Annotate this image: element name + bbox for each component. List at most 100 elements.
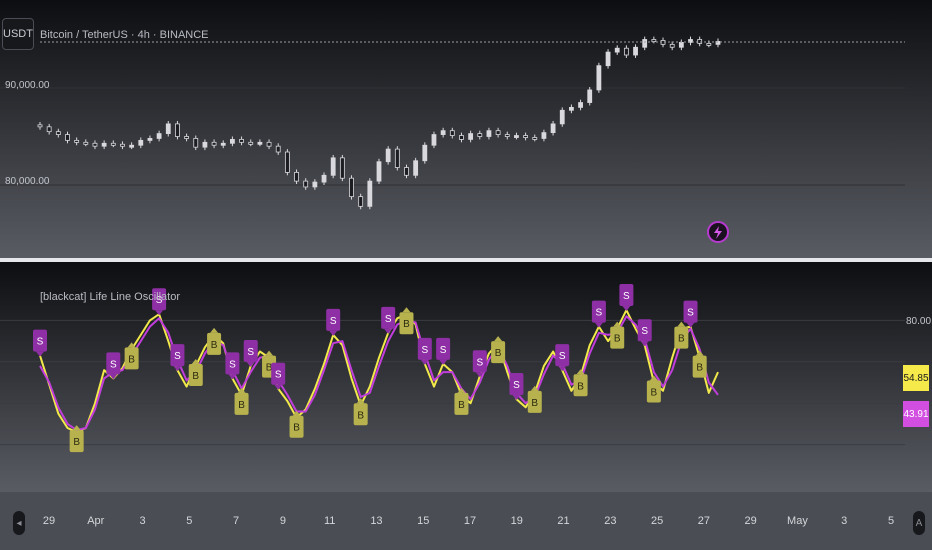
candle-body	[459, 135, 464, 140]
sell-marker-box	[509, 373, 524, 396]
time-axis-label: 9	[280, 515, 286, 527]
slow-oscillator-line	[39, 315, 719, 432]
time-axis-label: 29	[745, 515, 757, 527]
buy-marker-box	[188, 363, 203, 386]
sell-signal-marker: S	[591, 300, 606, 328]
sell-marker-pointer	[246, 361, 255, 367]
sell-marker-box	[326, 308, 341, 331]
sell-marker-box	[381, 306, 396, 329]
buy-signal-marker: B	[573, 369, 588, 397]
sell-marker-pointer	[622, 306, 631, 312]
candle-body	[394, 148, 400, 168]
time-axis-label: 23	[604, 515, 616, 527]
sell-marker-pointer	[228, 374, 237, 380]
buy-marker-label: B	[458, 400, 465, 411]
sell-signal-marker: S	[637, 319, 652, 347]
candle-body	[184, 136, 189, 139]
sell-marker-box	[555, 344, 570, 367]
time-axis-label: 3	[139, 515, 145, 527]
symbol-button[interactable]: USDT	[2, 18, 34, 50]
sell-marker-label: S	[687, 308, 694, 319]
candle-body	[239, 139, 244, 143]
candle-body	[303, 180, 309, 188]
buy-marker-label: B	[293, 423, 300, 434]
buy-marker-label: B	[614, 334, 621, 345]
sell-marker-pointer	[594, 322, 603, 328]
buy-marker-pointer	[292, 410, 301, 416]
candle-body	[74, 139, 80, 143]
sell-marker-pointer	[640, 341, 649, 347]
candle-body	[651, 39, 657, 42]
candle-body	[688, 39, 693, 43]
buy-marker-box	[353, 403, 368, 426]
price-axis-tick-label: 80,000.00	[5, 176, 50, 187]
buy-marker-pointer	[677, 321, 686, 327]
candle-body	[495, 130, 501, 135]
candle-body	[175, 123, 180, 137]
sell-marker-label: S	[330, 316, 337, 327]
buy-marker-pointer	[695, 350, 704, 356]
sell-marker-box	[436, 337, 451, 360]
sell-marker-box	[225, 352, 240, 375]
candle-body	[559, 109, 565, 125]
time-axis-labels: 29 Apr 3 5 7 9 11 13 15 17 19 21 23 25 27 29 May 3 5	[43, 515, 894, 527]
buy-marker-box	[692, 355, 707, 378]
candle-body	[65, 134, 70, 141]
candle-body	[440, 130, 446, 135]
candle-body	[504, 134, 510, 137]
slow-line-value-badge: 43.91	[903, 401, 929, 427]
buy-signal-marker: B	[610, 321, 625, 349]
candle-body	[165, 123, 171, 134]
buy-signal-marker: B	[692, 350, 707, 378]
auto-scale-icon[interactable]: A	[912, 510, 926, 536]
buy-marker-pointer	[530, 385, 539, 391]
sell-marker-box	[637, 319, 652, 342]
sell-signal-marker: S	[417, 337, 432, 365]
candle-body	[413, 160, 419, 176]
buy-signal-marker: B	[207, 327, 222, 355]
candle-body	[284, 151, 290, 173]
sell-marker-pointer	[155, 310, 164, 316]
time-axis-label: 5	[888, 515, 894, 527]
buy-marker-pointer	[72, 425, 81, 431]
sell-marker-pointer	[329, 330, 338, 336]
sell-marker-pointer	[439, 359, 448, 365]
sell-marker-pointer	[512, 395, 521, 401]
candle-body	[339, 157, 345, 179]
buy-marker-label: B	[73, 437, 80, 448]
buy-marker-label: B	[403, 319, 410, 330]
buy-marker-label: B	[696, 363, 703, 374]
candle-body	[248, 141, 254, 145]
buy-marker-box	[674, 326, 689, 349]
sell-marker-pointer	[173, 366, 182, 372]
lightning-icon[interactable]	[707, 221, 729, 243]
price-axis-tick-label: 90,000.00	[5, 80, 50, 91]
candle-body	[614, 47, 620, 53]
candle-body	[550, 123, 556, 134]
buy-signal-marker: B	[188, 358, 203, 386]
buy-marker-box	[573, 374, 588, 397]
sell-marker-label: S	[440, 345, 447, 356]
scroll-left-icon[interactable]: ◂	[12, 510, 26, 536]
time-axis-label: 5	[186, 515, 192, 527]
candle-body	[129, 144, 135, 148]
sell-signal-marker: S	[152, 288, 167, 316]
buy-marker-pointer	[576, 369, 585, 375]
candle-body	[449, 130, 455, 136]
sell-signal-marker: S	[555, 344, 570, 372]
buy-marker-label: B	[238, 400, 245, 411]
buy-marker-box	[610, 326, 625, 349]
sell-signal-marker: S	[106, 352, 121, 380]
buy-marker-pointer	[265, 350, 274, 356]
buy-marker-box	[399, 312, 414, 335]
buy-marker-pointer	[457, 387, 466, 393]
candle-body	[468, 133, 474, 140]
buy-marker-label: B	[211, 340, 218, 351]
candle-body	[101, 142, 107, 147]
buy-signal-marker: B	[289, 410, 304, 438]
buy-marker-pointer	[402, 307, 411, 313]
sell-marker-box	[33, 329, 47, 352]
pane-separator[interactable]	[0, 258, 932, 262]
time-axis-label: 3	[841, 515, 847, 527]
